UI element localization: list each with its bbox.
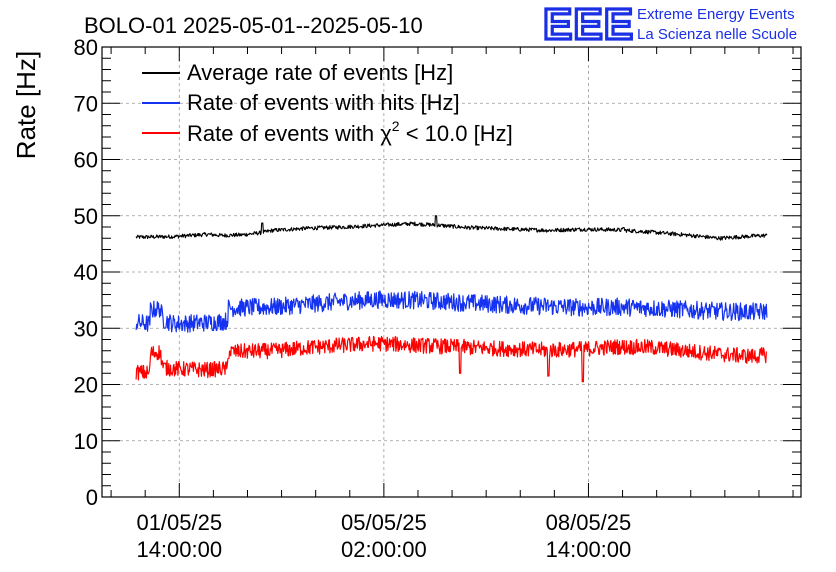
legend-label-hits: Rate of events with hits [Hz] [187,90,460,115]
series-hits-line [135,290,768,333]
axis-ticks [102,46,801,498]
y-tick-label: 40 [74,260,98,285]
x-tick-time: 14:00:00 [546,537,632,562]
legend: Average rate of events [Hz] Rate of even… [142,60,513,146]
y-tick-label: 20 [74,373,98,398]
series-average-line [135,215,768,241]
legend-label-chi2-prefix: Rate of events with [187,121,380,146]
eee-logo-line1: Extreme Energy Events [637,6,795,23]
series-chi2-line [135,335,768,383]
tick-labels: 0102030405060708001/05/2514:00:0005/05/2… [74,35,632,562]
x-tick-date: 05/05/25 [341,510,427,535]
legend-label-chi2-sup: 2 [392,118,400,134]
legend-label-chi2-rest: < 10.0 [Hz] [400,121,513,146]
x-tick-date: 01/05/25 [136,510,222,535]
legend-label-chi2: Rate of events with χ2 < 10.0 [Hz] [187,118,513,146]
x-tick-time: 14:00:00 [136,537,222,562]
chart-title: BOLO-01 2025-05-01--2025-05-10 [84,13,423,38]
y-tick-label: 30 [74,316,98,341]
y-tick-label: 60 [74,148,98,173]
y-tick-label: 50 [74,204,98,229]
grid [102,47,801,497]
y-axis-label: Rate [Hz] [11,51,41,159]
legend-label-chi2-symbol: χ [380,121,392,146]
y-tick-label: 0 [86,485,98,510]
y-tick-label: 10 [74,429,98,454]
eee-logo: EEE Extreme Energy Events La Scienza nel… [541,0,797,51]
y-tick-label: 70 [74,91,98,116]
y-tick-label: 80 [74,35,98,60]
series-group [135,215,768,383]
legend-label-average: Average rate of events [Hz] [187,60,453,85]
eee-logo-letters: EEE [543,0,634,49]
x-tick-date: 08/05/25 [546,510,632,535]
x-tick-time: 02:00:00 [341,537,427,562]
eee-logo-line2: La Scienza nelle Scuole [637,26,797,43]
